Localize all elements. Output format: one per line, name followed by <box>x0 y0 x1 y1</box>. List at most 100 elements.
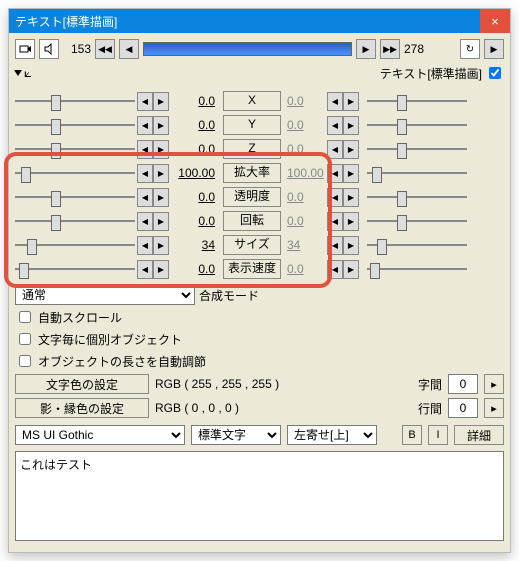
param-label-button[interactable]: 表示速度 <box>223 259 281 279</box>
right-stepper[interactable]: ◀▶ <box>327 164 359 183</box>
left-slider[interactable] <box>15 213 135 229</box>
titlebar[interactable]: テキスト[標準描画] × <box>9 9 510 33</box>
auto-scroll-checkbox[interactable] <box>19 311 31 323</box>
right-value[interactable]: 0.0 <box>287 214 325 228</box>
seek-first-button[interactable]: ◀◀ <box>95 39 115 59</box>
right-slider[interactable] <box>367 213 467 229</box>
seek-last-button[interactable]: ▶▶ <box>380 39 400 59</box>
linespace-input[interactable] <box>448 398 478 418</box>
right-slider[interactable] <box>367 165 467 181</box>
param-label-button[interactable]: 拡大率 <box>223 163 281 183</box>
mouse-icon: ⟀ <box>24 65 32 81</box>
auto-length-checkbox[interactable] <box>19 355 31 367</box>
right-stepper[interactable]: ◀▶ <box>327 188 359 207</box>
blend-mode-combo[interactable]: 通常 <box>15 285 195 305</box>
right-stepper[interactable]: ◀▶ <box>327 92 359 111</box>
left-value[interactable]: 0.0 <box>175 190 217 204</box>
right-value[interactable]: 0.0 <box>287 142 325 156</box>
right-slider[interactable] <box>367 93 467 109</box>
param-row-サイズ: ◀▶34サイズ34◀▶ <box>15 233 504 257</box>
left-stepper[interactable]: ◀▶ <box>137 212 169 231</box>
right-value[interactable]: 100.00 <box>287 166 325 180</box>
charspace-stepper[interactable]: ▸ <box>484 374 504 394</box>
right-stepper[interactable]: ◀▶ <box>327 140 359 159</box>
left-value[interactable]: 34 <box>175 238 217 252</box>
audio-icon[interactable] <box>39 39 59 59</box>
left-slider[interactable] <box>15 141 135 157</box>
per-char-checkbox[interactable] <box>19 333 31 345</box>
window-title: テキスト[標準描画] <box>15 13 480 30</box>
param-label-button[interactable]: Z <box>223 139 281 159</box>
seek-next2-button[interactable]: ▶ <box>484 39 504 59</box>
left-slider[interactable] <box>15 189 135 205</box>
right-value[interactable]: 0.0 <box>287 262 325 276</box>
auto-length-label: オブジェクトの長さを自動調節 <box>38 353 206 370</box>
right-value[interactable]: 0.0 <box>287 118 325 132</box>
right-slider[interactable] <box>367 141 467 157</box>
right-stepper[interactable]: ◀▶ <box>327 260 359 279</box>
param-row-Y: ◀▶0.0Y0.0◀▶ <box>15 113 504 137</box>
object-enable-checkbox[interactable] <box>489 67 501 79</box>
param-label-button[interactable]: サイズ <box>223 235 281 255</box>
left-stepper[interactable]: ◀▶ <box>137 116 169 135</box>
text-object-dialog: テキスト[標準描画] × 153 ◀◀ ◀ ▶ ▶▶ 278 ↻ ▶ ⟀ テキス… <box>8 8 511 553</box>
param-label-button[interactable]: Y <box>223 115 281 135</box>
right-stepper[interactable]: ◀▶ <box>327 212 359 231</box>
param-row-Z: ◀▶0.0Z0.0◀▶ <box>15 137 504 161</box>
param-row-透明度: ◀▶0.0透明度0.0◀▶ <box>15 185 504 209</box>
italic-button[interactable]: I <box>428 425 448 445</box>
left-slider[interactable] <box>15 117 135 133</box>
expand-icon[interactable] <box>14 70 22 76</box>
param-row-回転: ◀▶0.0回転0.0◀▶ <box>15 209 504 233</box>
frame-start: 153 <box>63 42 91 56</box>
left-stepper[interactable]: ◀▶ <box>137 140 169 159</box>
left-stepper[interactable]: ◀▶ <box>137 260 169 279</box>
timeline-bar[interactable] <box>143 42 352 56</box>
right-value[interactable]: 34 <box>287 238 325 252</box>
camera-icon[interactable] <box>15 39 35 59</box>
left-value[interactable]: 0.0 <box>175 142 217 156</box>
right-slider[interactable] <box>367 237 467 253</box>
right-stepper[interactable]: ◀▶ <box>327 116 359 135</box>
loop-icon[interactable]: ↻ <box>460 39 480 59</box>
font-family-combo[interactable]: MS UI Gothic <box>15 425 185 445</box>
left-slider[interactable] <box>15 261 135 277</box>
close-button[interactable]: × <box>480 9 510 33</box>
left-value[interactable]: 0.0 <box>175 214 217 228</box>
param-label-button[interactable]: 回転 <box>223 211 281 231</box>
shadow-color-button[interactable]: 影・縁色の設定 <box>15 398 149 418</box>
right-stepper[interactable]: ◀▶ <box>327 236 359 255</box>
linespace-stepper[interactable]: ▸ <box>484 398 504 418</box>
linespace-label: 行間 <box>418 400 442 417</box>
left-value[interactable]: 100.00 <box>175 166 217 180</box>
text-input[interactable] <box>15 451 504 541</box>
align-combo[interactable]: 左寄せ[上] <box>287 425 377 445</box>
param-row-表示速度: ◀▶0.0表示速度0.0◀▶ <box>15 257 504 281</box>
left-value[interactable]: 0.0 <box>175 262 217 276</box>
section-label: テキスト[標準描画] <box>380 65 482 82</box>
seek-prev-button[interactable]: ◀ <box>119 39 139 59</box>
right-slider[interactable] <box>367 189 467 205</box>
param-label-button[interactable]: X <box>223 91 281 111</box>
right-slider[interactable] <box>367 117 467 133</box>
left-value[interactable]: 0.0 <box>175 118 217 132</box>
text-color-button[interactable]: 文字色の設定 <box>15 374 149 394</box>
left-stepper[interactable]: ◀▶ <box>137 164 169 183</box>
font-style-combo[interactable]: 標準文字 <box>191 425 281 445</box>
right-value[interactable]: 0.0 <box>287 190 325 204</box>
left-slider[interactable] <box>15 165 135 181</box>
charspace-input[interactable] <box>448 374 478 394</box>
left-stepper[interactable]: ◀▶ <box>137 188 169 207</box>
detail-button[interactable]: 詳細 <box>454 425 504 445</box>
seek-next-button[interactable]: ▶ <box>356 39 376 59</box>
left-slider[interactable] <box>15 93 135 109</box>
right-slider[interactable] <box>367 261 467 277</box>
param-label-button[interactable]: 透明度 <box>223 187 281 207</box>
frame-end: 278 <box>404 42 432 56</box>
left-stepper[interactable]: ◀▶ <box>137 92 169 111</box>
bold-button[interactable]: B <box>402 425 422 445</box>
left-value[interactable]: 0.0 <box>175 94 217 108</box>
left-slider[interactable] <box>15 237 135 253</box>
left-stepper[interactable]: ◀▶ <box>137 236 169 255</box>
right-value[interactable]: 0.0 <box>287 94 325 108</box>
